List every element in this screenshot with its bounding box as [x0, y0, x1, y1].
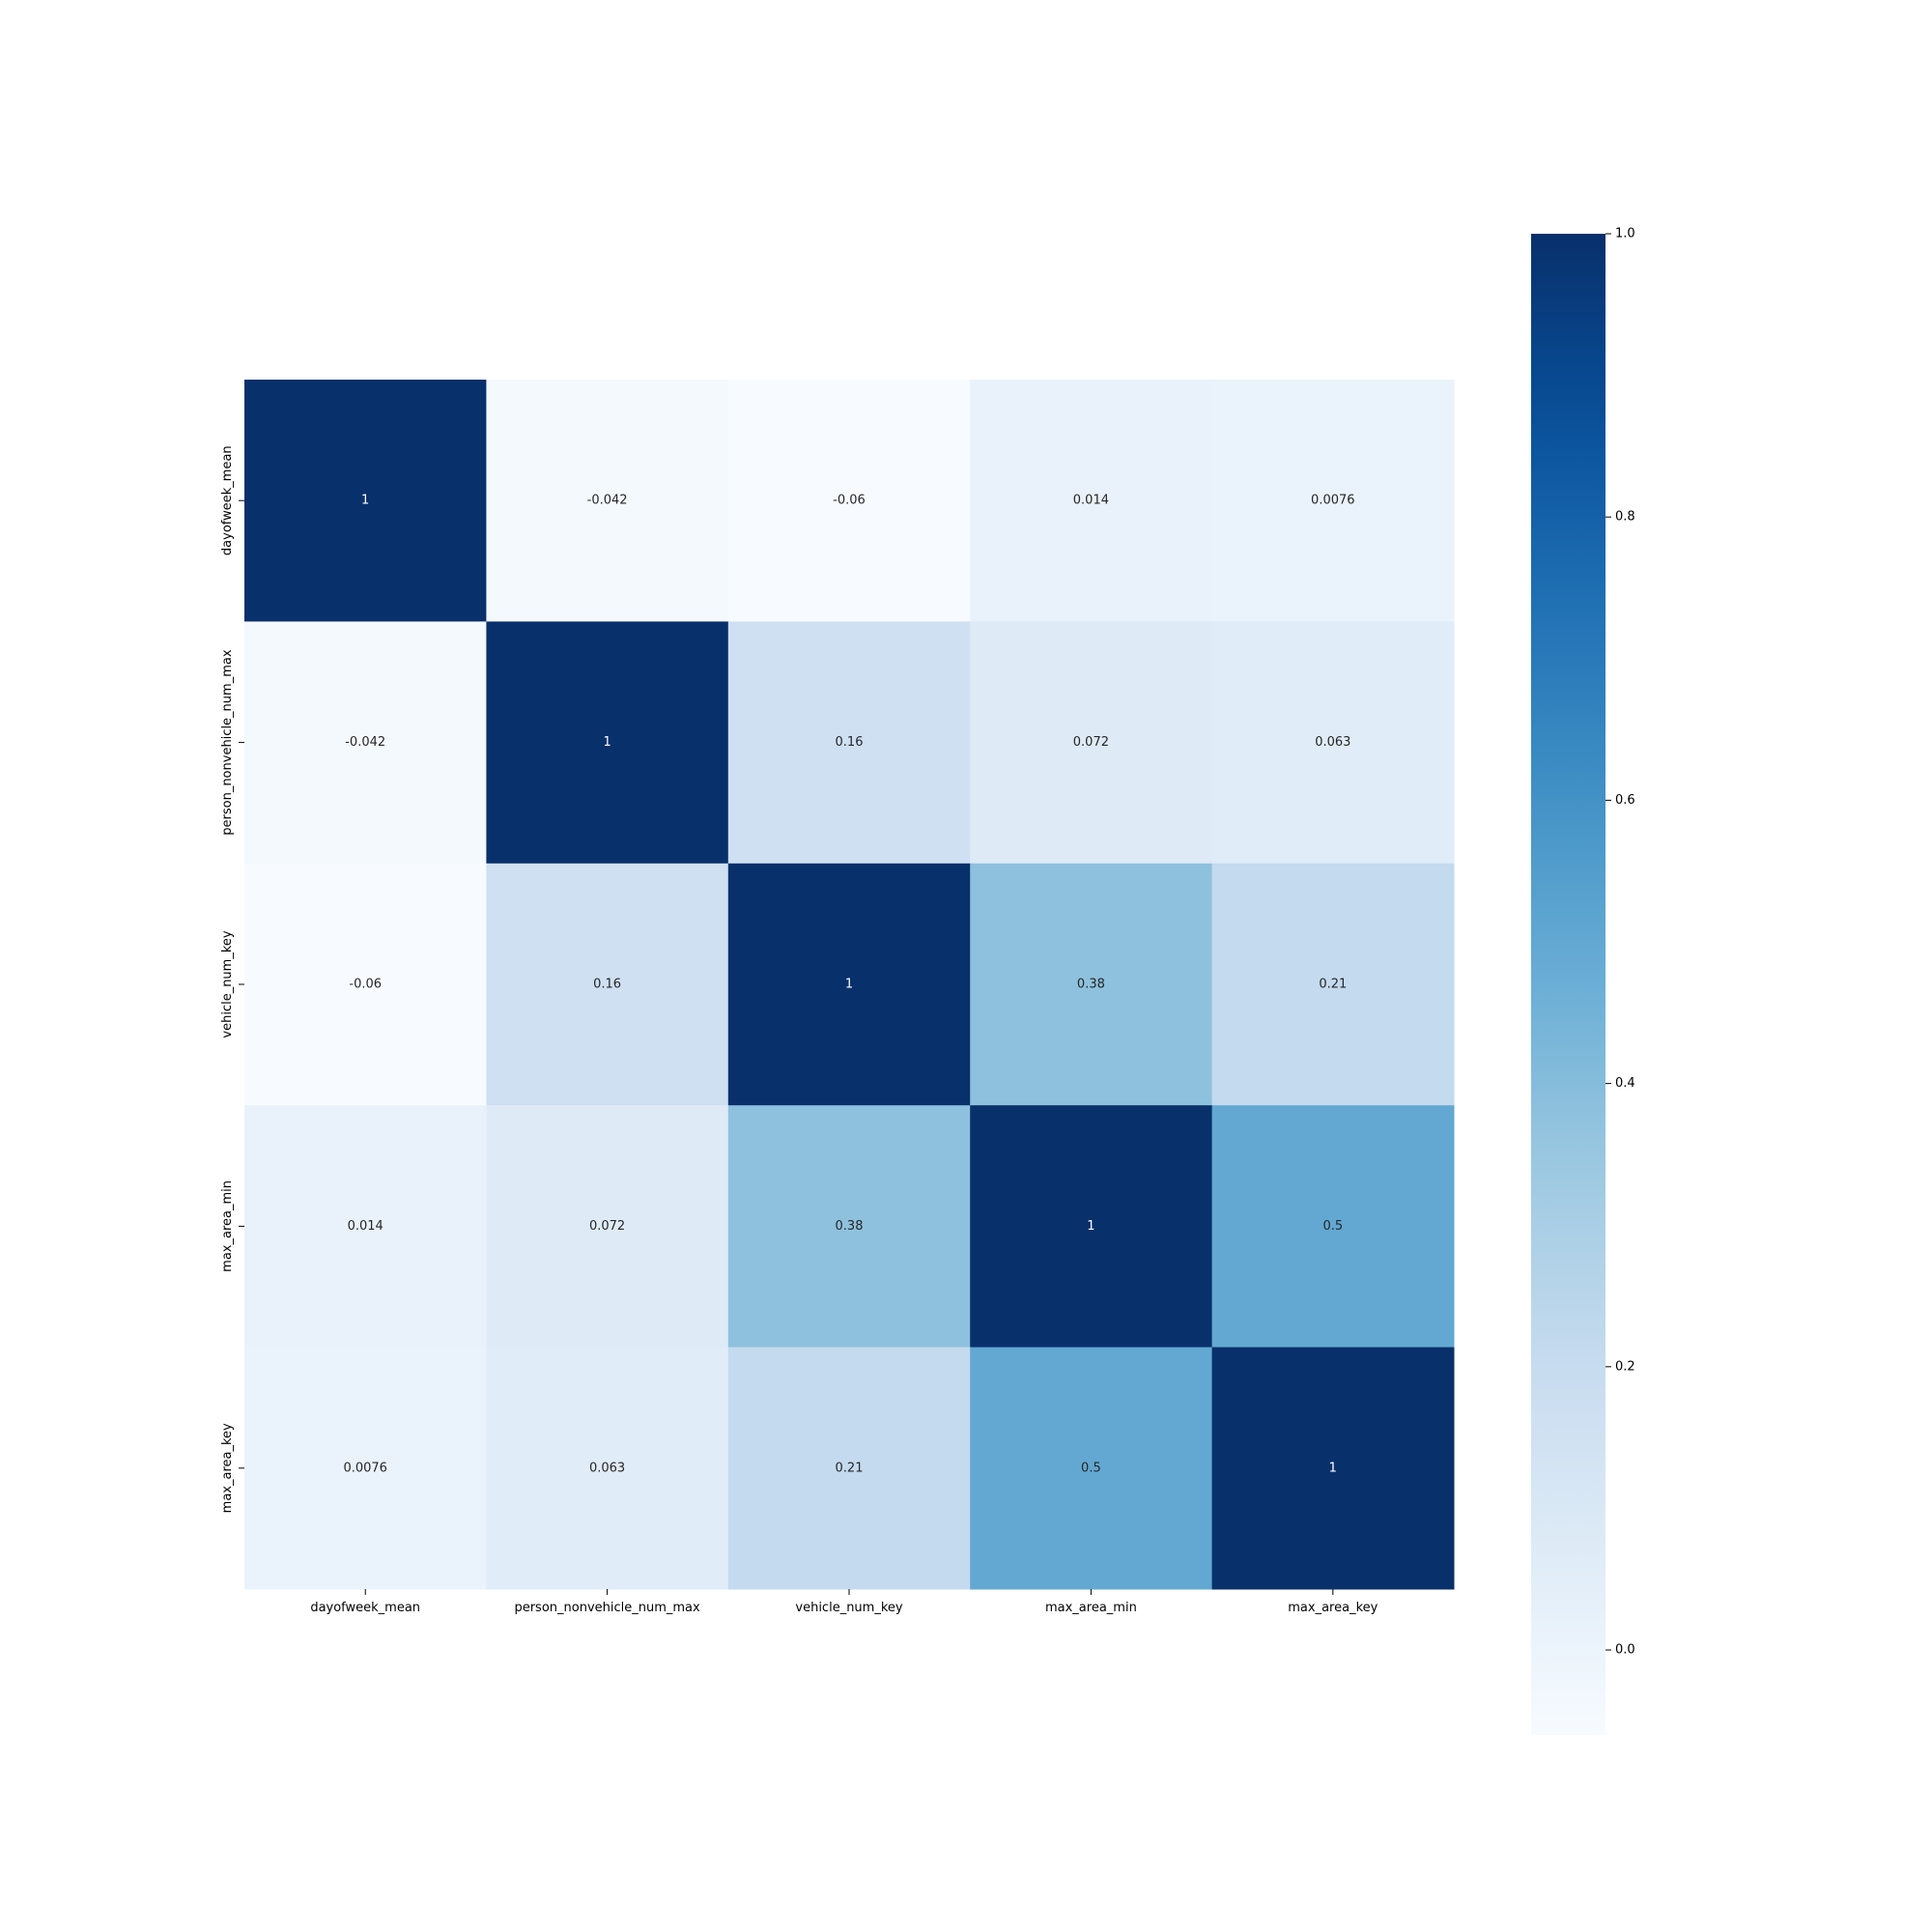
cell-value-label: 0.5 — [1081, 1461, 1101, 1475]
x-axis-ticks: dayofweek_mean person_nonvehicle_num_max v… — [310, 1589, 1378, 1615]
cell-value-label: 0.16 — [593, 978, 621, 992]
cell-value-label: 0.0076 — [1311, 494, 1355, 508]
cell-value-label: 0.063 — [589, 1461, 625, 1475]
y-tick-label: max_area_min — [220, 1180, 235, 1272]
heatmap-cell — [244, 380, 487, 622]
y-axis-ticks: dayofweek_mean person_nonvehicle_num_maxv… — [220, 445, 244, 1513]
cell-value-label: -0.06 — [833, 494, 866, 508]
colorbar-tick-label: 0.2 — [1615, 1359, 1635, 1374]
colorbar-tick-label: 0.0 — [1615, 1643, 1635, 1658]
cell-value-label: 0.014 — [348, 1219, 384, 1234]
y-tick-label: dayofweek_mean — [220, 445, 235, 555]
colorbar-tick-label: 1.0 — [1615, 227, 1635, 242]
heatmap-cell — [727, 621, 971, 865]
heatmap-cell — [970, 1347, 1213, 1590]
heatmap-cell — [727, 1105, 971, 1349]
heatmap-cell — [970, 621, 1213, 865]
heatmap-cell — [244, 1105, 487, 1349]
heatmap-cell — [727, 380, 971, 622]
x-tick-label: max_area_key — [1288, 1601, 1378, 1615]
heatmap-cell — [970, 380, 1213, 622]
cell-value-label: -0.06 — [349, 978, 382, 992]
cell-value-label: 0.063 — [1315, 735, 1350, 750]
cell-value-label: 0.38 — [1077, 978, 1105, 992]
cell-annotations: 1 -0.042 -0.06 0.014 0.0076 -0.042 1 0.16 0.072 0… — [343, 494, 1354, 1476]
cell-value-label: 0.38 — [836, 1219, 864, 1234]
heatmap-cells — [244, 380, 1455, 1590]
cell-value-label: 0.16 — [836, 735, 864, 750]
cell-value-label: 0.072 — [1073, 735, 1109, 750]
colorbar-tick-label: 0.6 — [1615, 793, 1635, 808]
heatmap-cell — [244, 863, 487, 1106]
cell-value-label: 1 — [361, 494, 369, 508]
y-tick-label: max_area_key — [220, 1423, 235, 1513]
cell-value-label: 0.014 — [1073, 494, 1109, 508]
x-tick-label: person_nonvehicle_num_max — [514, 1601, 700, 1615]
x-tick-label: dayofweek_mean — [310, 1601, 420, 1615]
heatmap-cell — [486, 863, 729, 1106]
y-tick-label: person_nonvehicle_num_max — [220, 649, 235, 836]
x-tick-label: max_area_min — [1045, 1601, 1137, 1615]
cell-value-label: 1 — [845, 978, 853, 992]
heatmap-cell — [486, 621, 729, 865]
heatmap-cell — [1211, 1105, 1455, 1349]
colorbar-gradient — [1531, 234, 1605, 1735]
heatmap-cell — [244, 1347, 487, 1590]
y-tick-label: vehicle_num_key — [220, 930, 235, 1038]
cell-value-label: 0.5 — [1322, 1219, 1343, 1234]
cell-value-label: -0.042 — [345, 735, 385, 750]
colorbar-tick-label: 0.8 — [1615, 510, 1635, 525]
heatmap-cell — [486, 1105, 729, 1349]
heatmap-cell — [727, 1347, 971, 1590]
cell-value-label: 0.21 — [1319, 978, 1347, 992]
heatmap-cell — [1211, 380, 1455, 622]
cell-value-label: 0.21 — [836, 1461, 864, 1475]
colorbar-ticks: 0.0 0.2 0.4 0.6 0.8 1.0 — [1605, 227, 1635, 1658]
cell-value-label: 1 — [1087, 1219, 1094, 1234]
cell-value-label: 1 — [603, 735, 611, 750]
heatmap-cell — [1211, 863, 1455, 1106]
cell-value-label: -0.042 — [587, 494, 628, 508]
cell-value-label: 0.0076 — [343, 1461, 387, 1475]
heatmap-cell — [486, 1347, 729, 1590]
heatmap-cell — [727, 863, 971, 1106]
colorbar: 0.0 0.2 0.4 0.6 0.8 1.0 — [1531, 227, 1635, 1735]
heatmap-cell — [970, 863, 1213, 1106]
cell-value-label: 0.072 — [589, 1219, 625, 1234]
x-tick-label: vehicle_num_key — [795, 1601, 903, 1615]
heatmap-cell — [1211, 1347, 1455, 1590]
cell-value-label: 1 — [1329, 1461, 1337, 1475]
colorbar-tick-label: 0.4 — [1615, 1076, 1635, 1091]
heatmap-cell — [486, 380, 729, 622]
heatmap-cell — [1211, 621, 1455, 865]
heatmap-cell — [970, 1105, 1213, 1349]
heatmap-cell — [244, 621, 487, 865]
